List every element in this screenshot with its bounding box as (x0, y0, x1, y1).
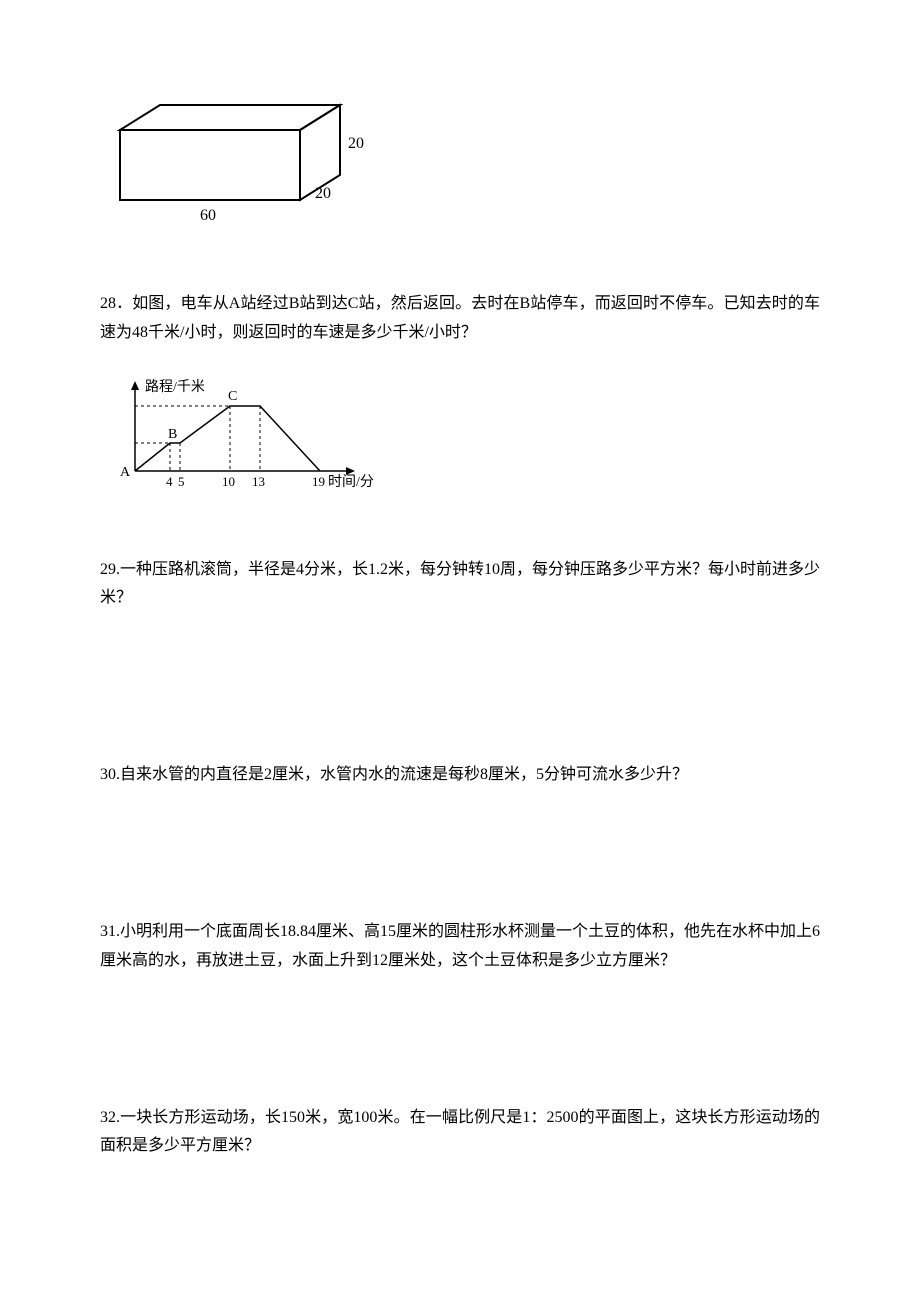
q30-body: 自来水管的内直径是2厘米，水管内水的流速是每秒8厘米，5分钟可流水多少升？ (120, 766, 688, 783)
xtick-13: 13 (252, 474, 265, 489)
line-chart-diagram: 路程/千米 A B C 4 5 10 13 19 时间/分 (110, 376, 820, 496)
q32-body: 一块长方形运动场，长150米，宽100米。在一幅比例尺是1：2500的平面图上，… (100, 1109, 820, 1155)
q32-text: 32.一块长方形运动场，长150米，宽100米。在一幅比例尺是1：2500的平面… (100, 1104, 820, 1162)
question-30: 30.自来水管的内直径是2厘米，水管内水的流速是每秒8厘米，5分钟可流水多少升？ (100, 761, 820, 790)
x-axis-label: 时间/分 (328, 474, 374, 490)
q30-number: 30. (100, 766, 120, 783)
point-b-label: B (168, 427, 177, 442)
q29-number: 29. (100, 561, 120, 578)
q32-number: 32. (100, 1109, 120, 1126)
cuboid-svg: 60 20 20 (110, 100, 390, 230)
q31-text: 31.小明利用一个底面周长18.84厘米、高15厘米的圆柱形水杯测量一个土豆的体… (100, 918, 820, 976)
point-a-label: A (120, 465, 131, 480)
q28-body: 如图，电车从A站经过B站到达C站，然后返回。去时在B站停车，而返回时不停车。已知… (100, 295, 820, 341)
xtick-5: 5 (178, 474, 185, 489)
q28-text: 28．如图，电车从A站经过B站到达C站，然后返回。去时在B站停车，而返回时不停车… (100, 290, 820, 348)
q31-body: 小明利用一个底面周长18.84厘米、高15厘米的圆柱形水杯测量一个土豆的体积，他… (100, 923, 820, 969)
q28-number: 28． (100, 295, 132, 312)
question-28: 28．如图，电车从A站经过B站到达C站，然后返回。去时在B站停车，而返回时不停车… (100, 290, 820, 348)
xtick-19: 19 (312, 474, 325, 489)
point-c-label: C (228, 389, 237, 404)
question-29: 29.一种压路机滚筒，半径是4分米，长1.2米，每分钟转10周，每分钟压路多少平… (100, 556, 820, 614)
xtick-10: 10 (222, 474, 235, 489)
line-chart-svg: 路程/千米 A B C 4 5 10 13 19 时间/分 (110, 376, 400, 496)
q31-number: 31. (100, 923, 120, 940)
q29-body: 一种压路机滚筒，半径是4分米，长1.2米，每分钟转10周，每分钟压路多少平方米？… (100, 561, 820, 607)
question-31: 31.小明利用一个底面周长18.84厘米、高15厘米的圆柱形水杯测量一个土豆的体… (100, 918, 820, 976)
q30-text: 30.自来水管的内直径是2厘米，水管内水的流速是每秒8厘米，5分钟可流水多少升？ (100, 761, 820, 790)
cuboid-diagram: 60 20 20 (110, 100, 820, 230)
q29-text: 29.一种压路机滚筒，半径是4分米，长1.2米，每分钟转10周，每分钟压路多少平… (100, 556, 820, 614)
cuboid-height-label: 20 (348, 135, 364, 152)
cuboid-width-label: 20 (315, 185, 331, 202)
y-axis-label: 路程/千米 (145, 379, 205, 395)
cuboid-length-label: 60 (200, 207, 216, 224)
question-32: 32.一块长方形运动场，长150米，宽100米。在一幅比例尺是1：2500的平面… (100, 1104, 820, 1162)
xtick-4: 4 (166, 474, 173, 489)
